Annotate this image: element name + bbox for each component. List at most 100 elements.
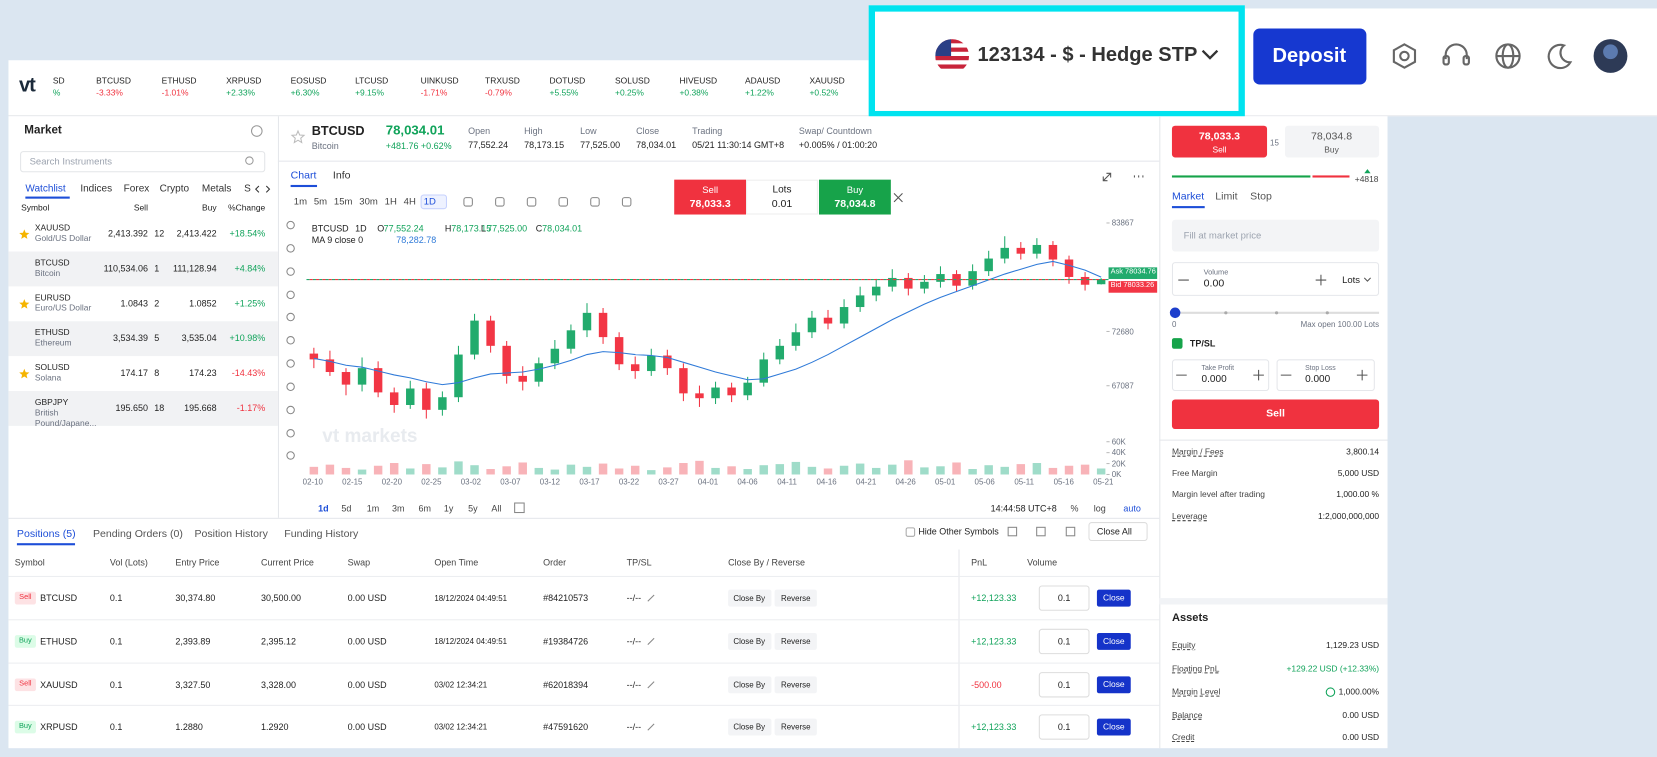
close-by-button[interactable] xyxy=(728,718,772,736)
market-tab[interactable]: Crypto xyxy=(159,183,190,195)
close-by-label[interactable]: Close By xyxy=(733,636,766,647)
range-button[interactable]: 1m xyxy=(366,502,380,514)
search-box[interactable] xyxy=(20,151,266,173)
ticker-symbol[interactable]: SD xyxy=(52,76,65,86)
deposit-button-bg[interactable] xyxy=(1253,28,1367,85)
reverse-label[interactable]: Reverse xyxy=(780,636,811,647)
close-by-button[interactable] xyxy=(728,589,772,607)
reverse-button[interactable] xyxy=(774,632,817,650)
symbol[interactable]: XAUUSD xyxy=(34,223,71,233)
quick-sell-price[interactable]: 78,033.3 xyxy=(689,198,731,211)
positions-tab[interactable]: Funding History xyxy=(284,528,359,541)
lots-value[interactable]: 0.01 xyxy=(771,198,793,211)
range-button[interactable]: All xyxy=(491,502,502,514)
quick-lots[interactable] xyxy=(746,179,818,215)
ticker-symbol[interactable]: UINKUSD xyxy=(420,76,459,86)
account-selector[interactable]: 123134 - $ - Hedge STP xyxy=(977,43,1198,67)
ticker-symbol[interactable]: SOLUSD xyxy=(615,76,650,86)
tpsl-checkbox[interactable] xyxy=(1171,338,1183,349)
volume-input[interactable] xyxy=(1038,672,1090,698)
close-by-label[interactable]: Close By xyxy=(733,680,766,690)
range-button[interactable]: 3m xyxy=(392,502,405,514)
reverse-button[interactable] xyxy=(774,676,817,694)
range-button[interactable]: 5d xyxy=(341,502,352,514)
close-label[interactable]: Close xyxy=(1103,593,1125,603)
deposit-button[interactable]: Deposit xyxy=(1272,45,1347,68)
ticker-symbol[interactable]: TRXUSD xyxy=(485,76,520,86)
symbol[interactable]: EURUSD xyxy=(34,292,71,303)
positions-tab[interactable]: Pending Orders (0) xyxy=(92,528,183,541)
close-button[interactable] xyxy=(1096,632,1131,650)
reverse-label[interactable]: Reverse xyxy=(780,680,811,690)
ticker-symbol[interactable]: LTCUSD xyxy=(355,76,389,86)
submit-label[interactable]: Sell xyxy=(1266,407,1285,420)
stop-loss-field[interactable] xyxy=(1276,359,1375,392)
close-by-button[interactable] xyxy=(728,676,772,694)
market-tab[interactable]: Watchlist xyxy=(25,183,66,195)
reverse-button[interactable] xyxy=(774,589,817,607)
quick-buy-price[interactable]: 78,034.8 xyxy=(834,198,876,211)
ticker-symbol[interactable]: XAUUSD xyxy=(809,76,845,86)
timeframe[interactable]: 30m xyxy=(359,196,378,207)
ticker-symbol[interactable]: ADAUSD xyxy=(745,76,781,86)
close-button[interactable] xyxy=(1096,718,1131,736)
close-all-label[interactable]: Close All xyxy=(1096,526,1132,537)
close-all-button[interactable] xyxy=(1088,522,1148,542)
close-by-label[interactable]: Close By xyxy=(733,722,766,732)
ticker-symbol[interactable]: ETHUSD xyxy=(161,76,197,86)
symbol[interactable]: BTCUSD xyxy=(34,258,70,268)
timeframe[interactable]: 15m xyxy=(333,196,353,207)
take-profit-field[interactable] xyxy=(1171,359,1270,392)
market-tab[interactable]: Indices xyxy=(80,183,113,195)
market-tab[interactable]: S xyxy=(244,183,251,195)
symbol[interactable]: ETHUSD xyxy=(34,327,70,338)
ticker-symbol[interactable]: EOSUSD xyxy=(290,76,327,86)
chart-tab[interactable]: Info xyxy=(332,170,351,182)
reverse-label[interactable]: Reverse xyxy=(780,722,811,732)
range-button[interactable]: 6m xyxy=(418,502,431,514)
order-type-tab[interactable]: Market xyxy=(1171,191,1205,203)
timeframe[interactable]: 1H xyxy=(384,196,397,207)
positions-tab[interactable]: Positions (5) xyxy=(16,528,76,541)
symbol[interactable]: SOLUSD xyxy=(34,362,70,373)
ticker-symbol[interactable]: HIVEUSD xyxy=(679,76,718,86)
quick-buy-label[interactable]: Buy xyxy=(846,184,864,196)
volume-input[interactable] xyxy=(1038,714,1090,740)
symbol[interactable]: GBPJPY xyxy=(34,397,69,408)
range-button[interactable]: 1d xyxy=(318,502,329,514)
scale-option[interactable]: % xyxy=(1070,502,1079,514)
close-label[interactable]: Close xyxy=(1103,636,1125,646)
submit-button[interactable] xyxy=(1171,399,1380,430)
toolbar-icons[interactable] xyxy=(1392,43,1573,70)
market-tab[interactable]: Metals xyxy=(201,183,232,195)
close-button[interactable] xyxy=(1096,676,1131,694)
scale-option[interactable]: auto xyxy=(1123,502,1141,514)
close-label[interactable]: Close xyxy=(1103,721,1125,732)
quick-sell[interactable] xyxy=(674,179,747,215)
scale-option[interactable]: log xyxy=(1093,502,1106,514)
unit-selector[interactable]: Lots xyxy=(1342,274,1361,285)
order-type-tab[interactable]: Stop xyxy=(1250,191,1272,203)
range-button[interactable]: 5y xyxy=(468,502,478,514)
market-tab[interactable]: Forex xyxy=(123,183,150,195)
checkbox[interactable] xyxy=(905,527,916,537)
reverse-label[interactable]: Reverse xyxy=(780,593,811,603)
quick-sell-label[interactable]: Sell xyxy=(702,184,719,196)
volume-input[interactable] xyxy=(1038,585,1090,611)
timeframe[interactable]: 1D xyxy=(423,196,436,207)
chart-tab[interactable]: Chart xyxy=(290,170,317,182)
close-label[interactable]: Close xyxy=(1103,679,1125,690)
order-type-tab[interactable]: Limit xyxy=(1215,191,1238,203)
chevron-icon[interactable] xyxy=(1201,49,1219,60)
close-button[interactable] xyxy=(1096,589,1131,607)
ticker-symbol[interactable]: DOTUSD xyxy=(549,76,586,86)
ticker-symbol[interactable]: BTCUSD xyxy=(96,76,131,86)
timeframe-selected[interactable] xyxy=(420,194,448,210)
close-by-label[interactable]: Close By xyxy=(733,593,766,603)
positions-tab[interactable]: Position History xyxy=(194,528,268,541)
range-button[interactable]: 1y xyxy=(443,502,454,514)
volume-input[interactable] xyxy=(1038,628,1090,655)
volume-field[interactable] xyxy=(1171,262,1380,296)
ticker-symbol[interactable]: XRPUSD xyxy=(226,76,262,86)
timeframe[interactable]: 1m xyxy=(293,196,308,207)
